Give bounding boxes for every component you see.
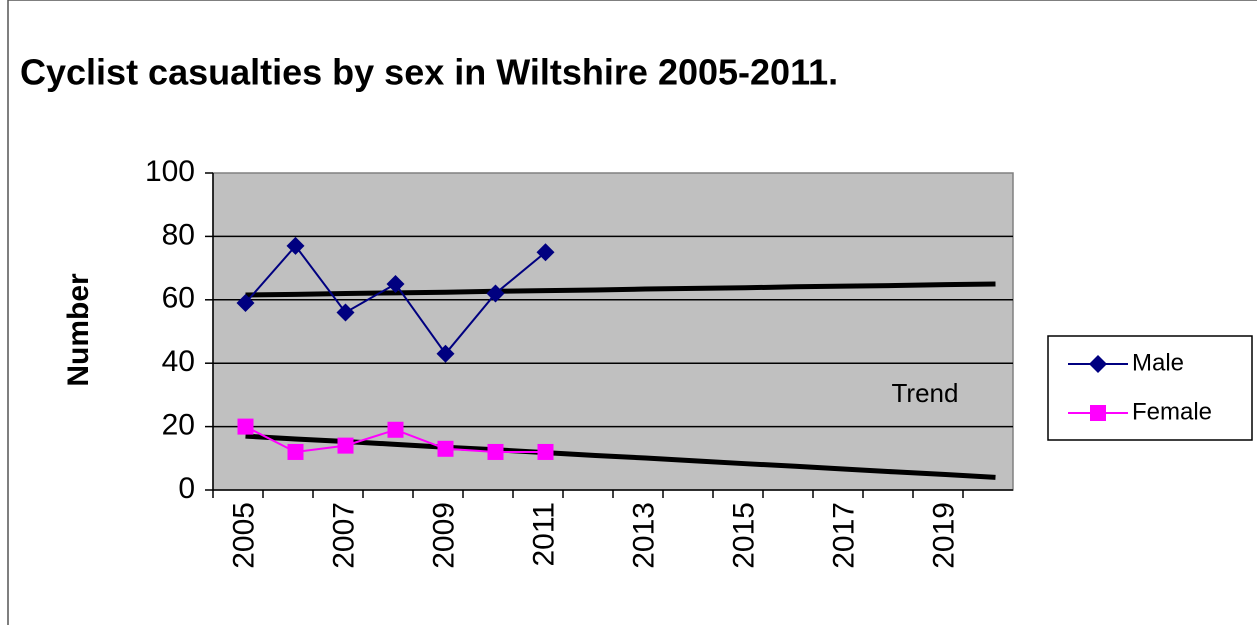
x-tick-label: 2015 (727, 502, 760, 569)
y-tick-label: 0 (178, 472, 195, 505)
legend-marker (1089, 355, 1107, 373)
y-tick-label: 100 (145, 155, 195, 188)
data-point (386, 274, 405, 293)
data-point (286, 236, 305, 255)
data-point (336, 303, 355, 322)
x-tick-label: 2017 (827, 502, 860, 569)
data-point (236, 293, 255, 312)
chart-title: Cyclist casualties by sex in Wiltshire 2… (20, 52, 838, 93)
legend-marker (1090, 405, 1106, 421)
plot-area (212, 172, 1014, 491)
y-tick-label: 80 (162, 218, 195, 251)
legend-label: Male (1132, 349, 1184, 376)
x-tick-label: 2019 (927, 502, 960, 569)
data-point (237, 418, 254, 435)
legend-label: Female (1132, 398, 1212, 425)
data-point (486, 284, 505, 303)
data-point (287, 443, 304, 460)
x-tick-label: 2009 (427, 502, 460, 569)
data-point (487, 443, 504, 460)
y-axis-label: Number (62, 273, 95, 387)
y-tick-label: 40 (162, 345, 195, 378)
y-tick-label: 60 (162, 282, 195, 315)
annotation: Trend (892, 378, 959, 408)
trend-line (245, 281, 996, 298)
y-tick-label: 20 (162, 409, 195, 442)
trend-line (245, 433, 996, 480)
x-tick-label: 2011 (527, 502, 560, 567)
data-point (437, 440, 454, 457)
data-point (337, 437, 354, 454)
data-point (537, 443, 554, 460)
data-point (436, 344, 455, 363)
data-point (387, 421, 404, 438)
x-tick-label: 2013 (627, 502, 660, 569)
legend-box (1047, 335, 1253, 441)
x-tick-label: 2007 (327, 502, 360, 569)
x-tick-label: 2005 (227, 502, 260, 569)
data-point (536, 243, 555, 262)
